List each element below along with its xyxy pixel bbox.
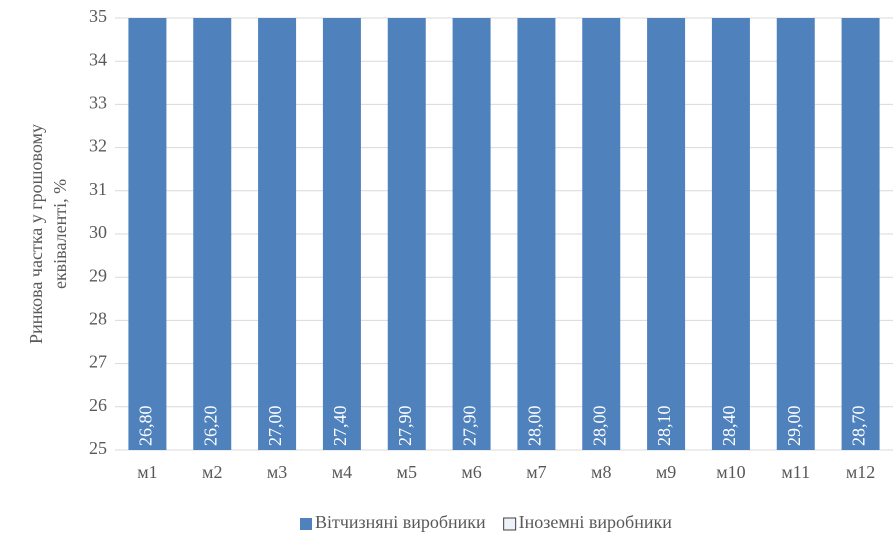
bar-segment (582, 18, 621, 450)
legend-swatch (503, 517, 517, 531)
value-label: 28,00 (525, 406, 545, 447)
x-tick-label: м8 (591, 462, 611, 482)
y-tick-label: 26 (89, 395, 107, 415)
bar-segment (452, 18, 491, 450)
legend-swatch (300, 518, 312, 530)
y-tick-label: 29 (89, 265, 107, 285)
y-tick-label: 27 (89, 352, 107, 372)
bar-segment (322, 18, 361, 450)
bar-segment (193, 18, 232, 450)
x-tick-label: м4 (332, 462, 352, 482)
x-tick-label: м10 (716, 462, 745, 482)
bar-segment (387, 18, 426, 450)
value-label: 28,70 (849, 406, 869, 447)
x-tick-label: м2 (202, 462, 222, 482)
bar-segment (517, 18, 556, 450)
y-tick-label: 35 (89, 6, 107, 26)
y-tick-label: 34 (89, 49, 107, 69)
value-label: 26,20 (200, 406, 220, 447)
y-axis-label: еквіваленті, % (50, 179, 70, 289)
value-label: 29,00 (784, 406, 804, 447)
value-label: 28,40 (719, 406, 739, 447)
x-tick-label: м12 (846, 462, 875, 482)
y-tick-label: 25 (89, 438, 107, 458)
value-label: 26,80 (136, 406, 156, 447)
y-tick-label: 28 (89, 309, 107, 329)
y-tick-label: 32 (89, 136, 107, 156)
legend-label: Вітчизняні виробники (315, 512, 486, 532)
y-axis-label: Ринкова частка у грошовому (26, 124, 46, 344)
bar-segment (647, 18, 686, 450)
value-label: 28,00 (589, 406, 609, 447)
x-tick-label: м3 (267, 462, 287, 482)
bar-segment (776, 18, 815, 450)
x-tick-label: м9 (656, 462, 676, 482)
bar-segment (258, 18, 297, 450)
value-label: 27,90 (395, 406, 415, 447)
bar-segment (711, 18, 750, 450)
x-tick-label: м6 (461, 462, 481, 482)
value-label: 27,00 (265, 406, 285, 447)
bar-segment (841, 18, 880, 450)
bar-segment (128, 18, 167, 450)
y-tick-label: 33 (89, 93, 107, 113)
y-tick-label: 31 (89, 179, 107, 199)
x-tick-label: м7 (526, 462, 546, 482)
x-tick-label: м5 (397, 462, 417, 482)
x-tick-label: м1 (137, 462, 157, 482)
value-label: 27,90 (460, 406, 480, 447)
value-label: 27,40 (330, 406, 350, 447)
x-tick-label: м11 (781, 462, 810, 482)
bars (128, 18, 880, 450)
y-tick-label: 30 (89, 222, 107, 242)
legend-label: Іноземні виробники (519, 512, 673, 532)
value-label: 28,10 (654, 406, 674, 447)
